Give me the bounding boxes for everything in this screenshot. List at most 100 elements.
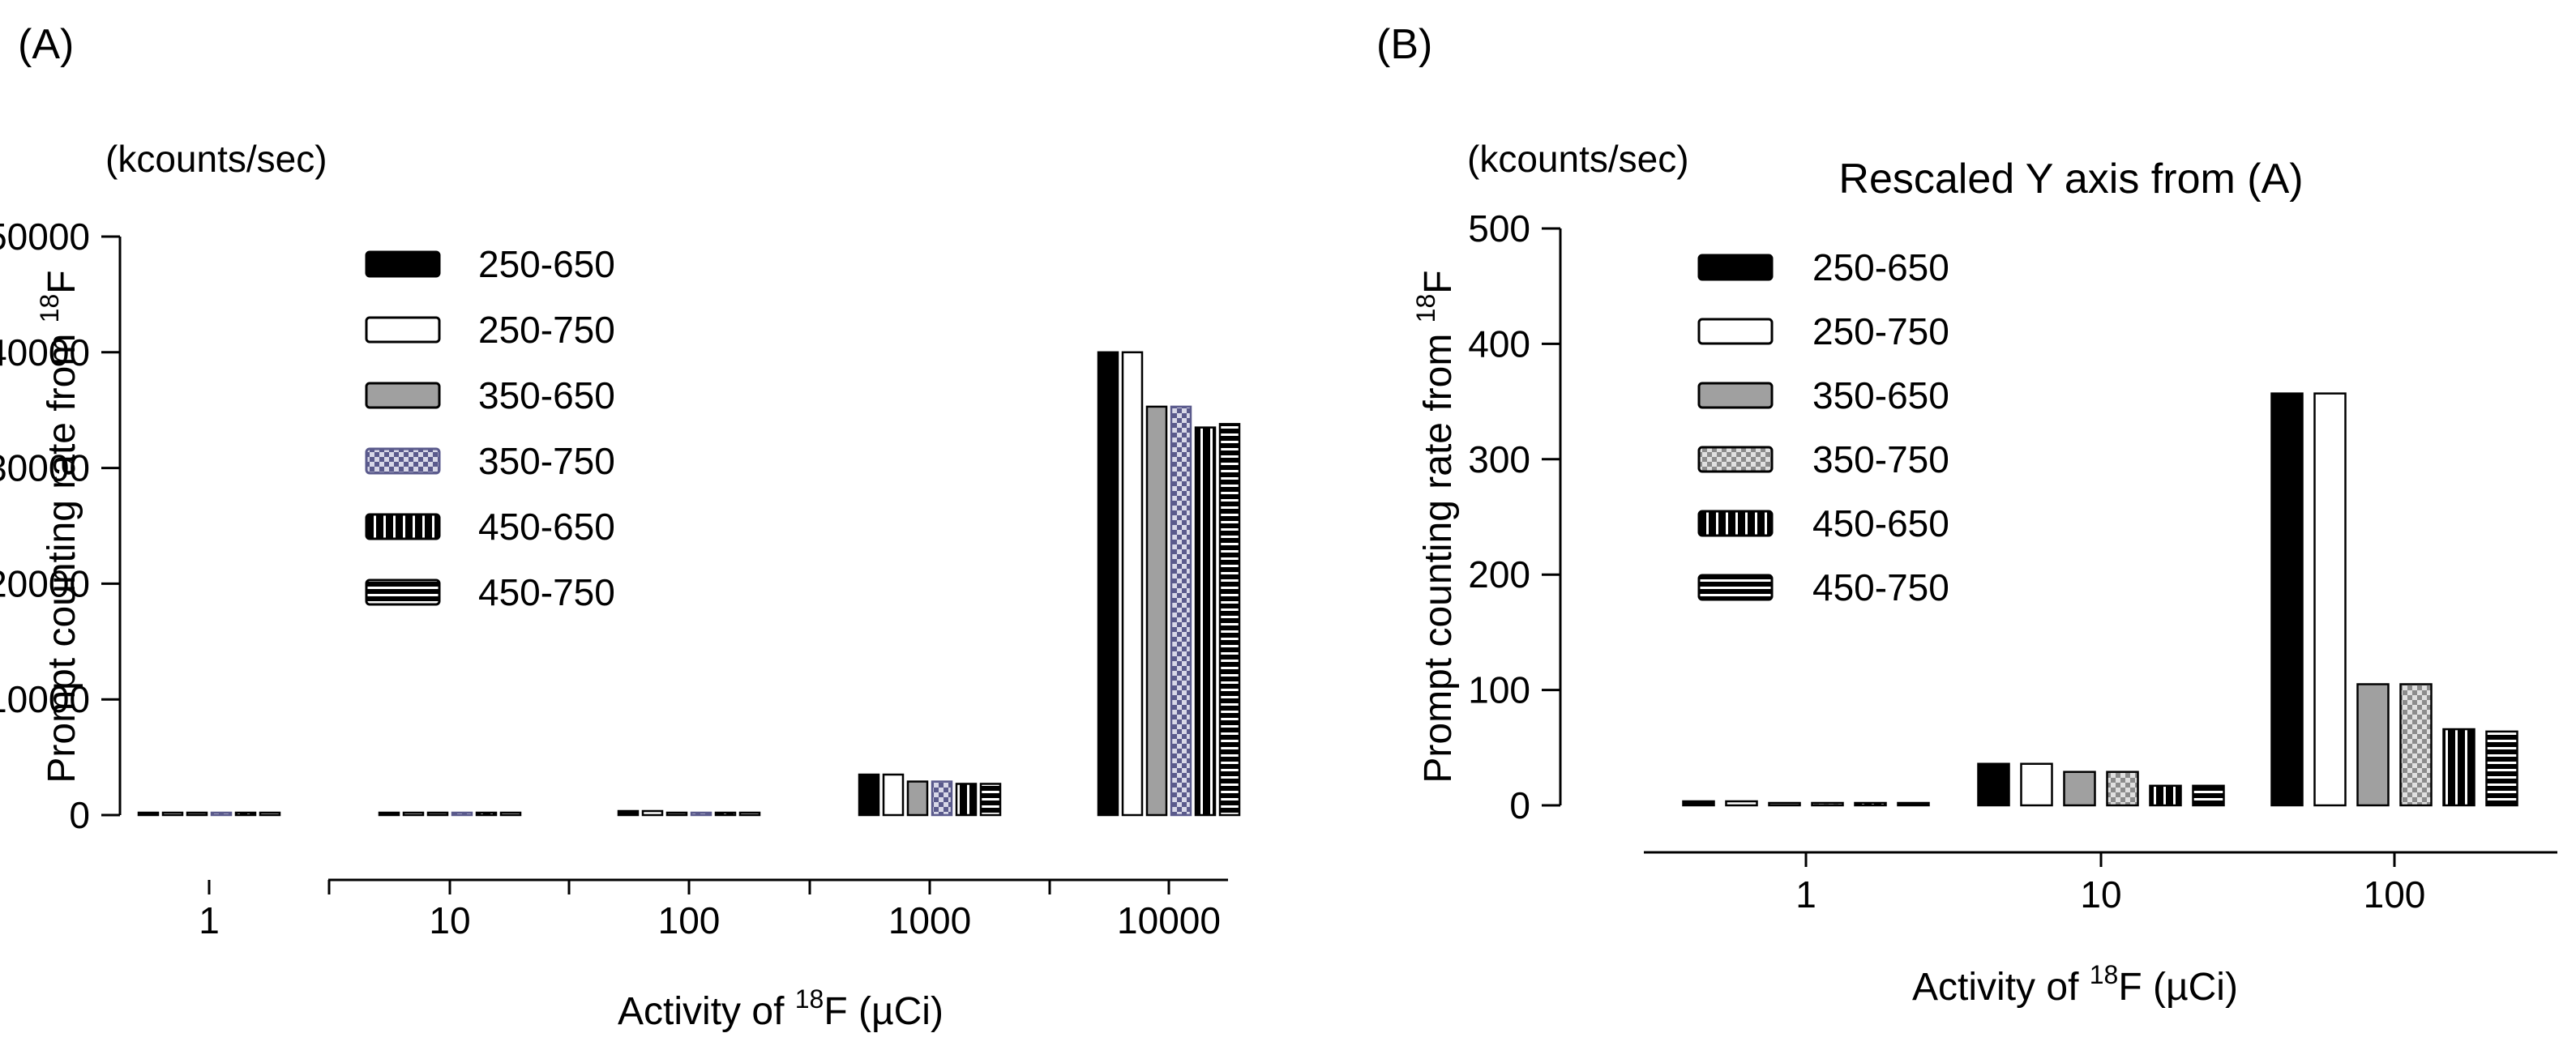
x-tick-label-a: 10 bbox=[429, 899, 470, 941]
legend-swatch-a bbox=[365, 447, 441, 475]
bar-a-250-750-1000 bbox=[882, 773, 905, 817]
y-axis-a: 0 10000 20000 30000 40000 50000 bbox=[0, 216, 122, 836]
bars-a bbox=[137, 351, 1241, 817]
bar-a-350-650-10 bbox=[426, 811, 449, 817]
legend-label-a: 250-650 bbox=[478, 243, 615, 285]
y-tick-label-a: 0 bbox=[69, 794, 90, 836]
bar-a-450-750-10 bbox=[499, 811, 522, 817]
bar-b-250-650-1 bbox=[1682, 800, 1715, 807]
bar-b-450-750-1 bbox=[1897, 801, 1930, 807]
x-tick-label-b: 100 bbox=[2364, 873, 2426, 916]
bar-a-450-650-1000 bbox=[955, 783, 978, 817]
panel-label-a: (A) bbox=[18, 21, 74, 68]
y-tick-label-a: 20000 bbox=[0, 562, 90, 604]
bar-a-350-650-10000 bbox=[1145, 405, 1168, 817]
bar-b-450-650-100 bbox=[2442, 728, 2475, 807]
x-tick-label-b: 1 bbox=[1795, 873, 1816, 916]
bar-a-450-750-1000 bbox=[979, 783, 1002, 817]
legend-label-b: 450-650 bbox=[1812, 502, 1949, 544]
bar-a-250-650-100 bbox=[617, 809, 640, 817]
units-label-a: (kcounts/sec) bbox=[105, 138, 327, 180]
bar-a-250-750-100 bbox=[641, 809, 664, 817]
legend-swatch-b bbox=[1697, 318, 1774, 345]
units-label-b: (kcounts/sec) bbox=[1467, 138, 1689, 180]
bar-a-350-750-1 bbox=[210, 811, 233, 817]
bar-b-250-650-100 bbox=[2270, 392, 2304, 807]
bar-a-350-650-1000 bbox=[906, 780, 929, 817]
bar-b-250-650-10 bbox=[1977, 762, 2010, 807]
y-tick-label-a: 10000 bbox=[0, 678, 90, 720]
bar-a-350-750-10000 bbox=[1170, 405, 1192, 817]
y-axis-b: 0 100 200 300 400 500 bbox=[1468, 207, 1562, 826]
y-tick-label-b: 300 bbox=[1468, 438, 1530, 480]
legend-swatch-b bbox=[1697, 574, 1774, 601]
panel-b: (B) (kcounts/sec) Rescaled Y axis from (… bbox=[1376, 21, 2557, 1009]
x-tick-label-b: 10 bbox=[2080, 873, 2121, 916]
bar-b-350-650-10 bbox=[2063, 771, 2096, 807]
bar-a-450-650-10 bbox=[475, 811, 498, 817]
legend-label-b: 450-750 bbox=[1812, 566, 1949, 608]
chart-title-b: Rescaled Y axis from (A) bbox=[1838, 156, 2303, 203]
bar-a-350-650-1 bbox=[186, 811, 208, 817]
legend-swatch-b bbox=[1697, 446, 1774, 473]
y-tick-label-b: 200 bbox=[1468, 553, 1530, 596]
bar-a-350-750-10 bbox=[451, 811, 473, 817]
bar-b-350-650-100 bbox=[2356, 683, 2390, 807]
legend-b: 250-650 250-750 350-650 350-750 450-650 450-7… bbox=[1697, 246, 1949, 608]
legend-label-a: 250-750 bbox=[478, 309, 615, 351]
legend-a: 250-650 250-750 350-650 350-750 450-650 450-7… bbox=[365, 243, 615, 613]
bars-b bbox=[1682, 392, 2518, 807]
x-tick-label-a: 100 bbox=[658, 899, 721, 941]
y-tick-label-b: 100 bbox=[1468, 669, 1530, 711]
bar-b-350-750-100 bbox=[2399, 683, 2433, 807]
bar-a-350-750-100 bbox=[690, 811, 712, 817]
x-axis-label-a: Activity of 18F (µCi) bbox=[618, 984, 944, 1033]
x-axis-label-b: Activity of 18F (µCi) bbox=[1912, 960, 2238, 1009]
y-axis-label-a: Prompt counting rate from 18F bbox=[35, 270, 83, 783]
bar-a-450-750-100 bbox=[738, 811, 761, 817]
legend-swatch-a bbox=[365, 316, 441, 344]
legend-swatch-a bbox=[365, 578, 441, 606]
panel-label-b: (B) bbox=[1376, 21, 1432, 68]
x-tick-label-a: 1000 bbox=[888, 899, 971, 941]
bar-a-450-650-100 bbox=[714, 811, 737, 817]
legend-label-a: 450-650 bbox=[478, 506, 615, 548]
bar-a-250-650-1000 bbox=[858, 773, 880, 817]
bar-b-450-750-100 bbox=[2485, 730, 2518, 807]
legend-swatch-b bbox=[1697, 254, 1774, 281]
bar-a-250-650-10000 bbox=[1097, 351, 1119, 817]
bar-b-350-750-1 bbox=[1811, 801, 1844, 807]
bar-a-350-750-1000 bbox=[931, 780, 953, 817]
panel-a: (A) (kcounts/sec) Prompt counting rate f… bbox=[0, 21, 1241, 1033]
bar-b-450-650-10 bbox=[2149, 784, 2182, 807]
y-tick-label-b: 500 bbox=[1468, 207, 1530, 250]
bar-b-450-650-1 bbox=[1854, 801, 1887, 807]
bar-a-450-750-1 bbox=[259, 811, 281, 817]
bar-b-350-650-1 bbox=[1768, 801, 1801, 807]
bar-a-350-650-100 bbox=[665, 811, 688, 817]
legend-swatch-a bbox=[365, 513, 441, 540]
legend-label-a: 450-750 bbox=[478, 571, 615, 613]
legend-label-b: 250-650 bbox=[1812, 246, 1949, 288]
legend-label-a: 350-650 bbox=[478, 374, 615, 416]
x-ticks-a: 1 10 100 1000 10000 bbox=[199, 880, 1221, 941]
legend-swatch-a bbox=[365, 250, 441, 278]
y-tick-label-b: 0 bbox=[1509, 784, 1530, 826]
bar-b-250-750-1 bbox=[1725, 800, 1758, 807]
x-tick-label-a: 1 bbox=[199, 899, 220, 941]
bar-a-250-750-1 bbox=[161, 811, 184, 817]
legend-swatch-b bbox=[1697, 382, 1774, 409]
bar-a-450-650-1 bbox=[234, 811, 257, 817]
y-tick-label-b: 400 bbox=[1468, 322, 1530, 365]
bar-a-250-650-10 bbox=[378, 811, 400, 817]
bar-b-250-750-100 bbox=[2313, 392, 2347, 807]
bar-a-250-650-1 bbox=[137, 811, 160, 817]
y-axis-label-b: Prompt counting rate from 18F bbox=[1411, 270, 1460, 783]
y-tick-label-a: 30000 bbox=[0, 447, 90, 489]
bar-b-450-750-10 bbox=[2192, 784, 2225, 807]
y-tick-label-a: 40000 bbox=[0, 331, 90, 374]
bar-a-250-750-10000 bbox=[1121, 351, 1144, 817]
legend-swatch-a bbox=[365, 382, 441, 409]
x-ticks-b: 1 10 100 bbox=[1795, 852, 2425, 916]
